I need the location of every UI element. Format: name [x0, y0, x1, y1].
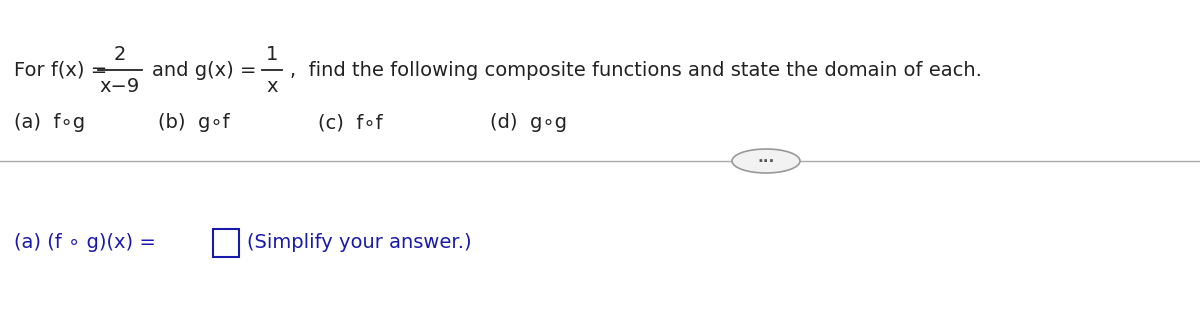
- Ellipse shape: [732, 149, 800, 173]
- Text: 1: 1: [266, 45, 278, 64]
- Text: (c)  f∘f: (c) f∘f: [318, 114, 383, 133]
- Text: (a)  f∘g: (a) f∘g: [14, 114, 85, 133]
- Text: x−9: x−9: [100, 77, 140, 95]
- Text: ⋅⋅⋅: ⋅⋅⋅: [757, 154, 775, 169]
- Text: 2: 2: [114, 45, 126, 64]
- Text: (d)  g∘g: (d) g∘g: [490, 114, 568, 133]
- Text: (a) (f ∘ g)(x) =: (a) (f ∘ g)(x) =: [14, 233, 162, 252]
- Text: (b)  g∘f: (b) g∘f: [158, 114, 229, 133]
- Text: (Simplify your answer.): (Simplify your answer.): [247, 233, 472, 252]
- Text: and g(x) =: and g(x) =: [152, 60, 257, 80]
- Text: For f(x) =: For f(x) =: [14, 60, 107, 80]
- Text: x: x: [266, 77, 277, 95]
- Text: ,  find the following composite functions and state the domain of each.: , find the following composite functions…: [290, 60, 982, 80]
- FancyBboxPatch shape: [214, 229, 239, 257]
